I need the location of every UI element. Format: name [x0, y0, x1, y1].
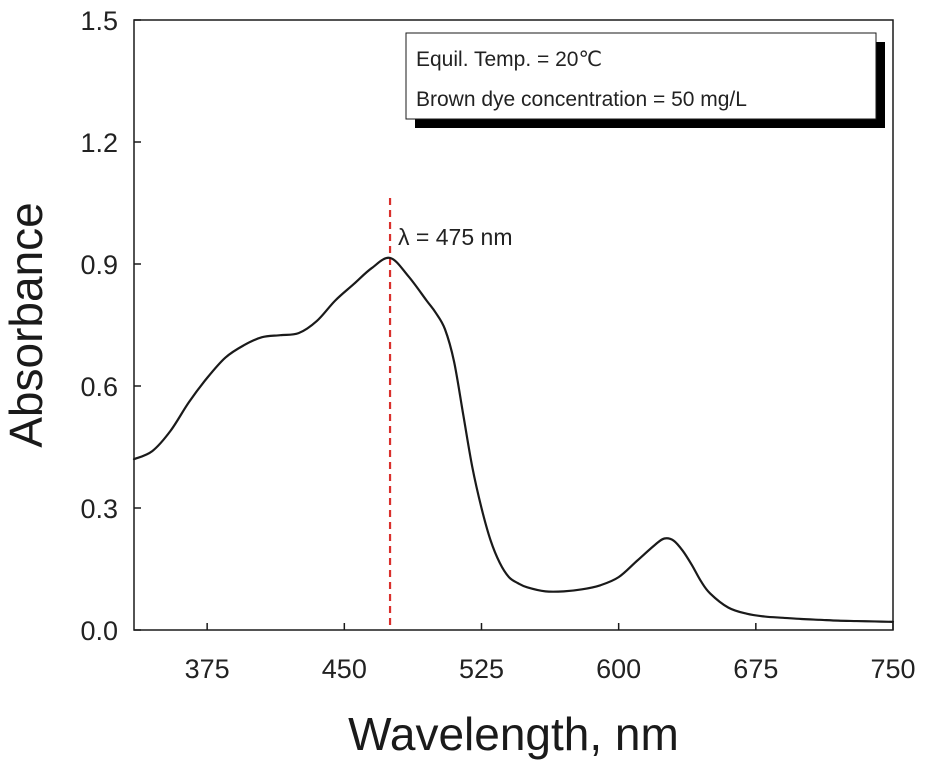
y-tick-label: 0.6 — [80, 372, 118, 402]
y-tick-label: 1.2 — [80, 128, 118, 158]
x-tick-label: 675 — [733, 654, 778, 684]
y-tick-label: 1.5 — [80, 6, 118, 36]
x-axis-title: Wavelength, nm — [348, 708, 679, 760]
peak-annotation: λ = 475 nm — [388, 198, 512, 630]
y-tick-label: 0.9 — [80, 250, 118, 280]
x-tick-label: 525 — [459, 654, 504, 684]
absorbance-curve — [132, 256, 895, 623]
y-tick-label: 0.3 — [80, 494, 118, 524]
y-tick-label: 0.0 — [80, 616, 118, 646]
x-tick-label: 750 — [870, 654, 915, 684]
peak-label: λ = 475 nm — [398, 224, 512, 250]
legend-box: Equil. Temp. = 20℃ Brown dye concentrati… — [405, 32, 885, 128]
y-axis-title: Absorbance — [0, 202, 52, 448]
x-tick-label: 600 — [596, 654, 641, 684]
legend-background — [405, 32, 877, 120]
x-tick-label: 450 — [322, 654, 367, 684]
legend-line-temperature: Equil. Temp. = 20℃ — [416, 48, 602, 71]
plot-frame — [133, 19, 894, 631]
x-tick-label: 375 — [185, 654, 230, 684]
legend-line-concentration: Brown dye concentration = 50 mg/L — [416, 88, 747, 111]
y-axis-ticks: 0.0 0.3 0.6 0.9 1.2 1.5 — [80, 6, 141, 646]
x-axis-ticks: 375 450 525 600 675 750 — [185, 623, 916, 684]
